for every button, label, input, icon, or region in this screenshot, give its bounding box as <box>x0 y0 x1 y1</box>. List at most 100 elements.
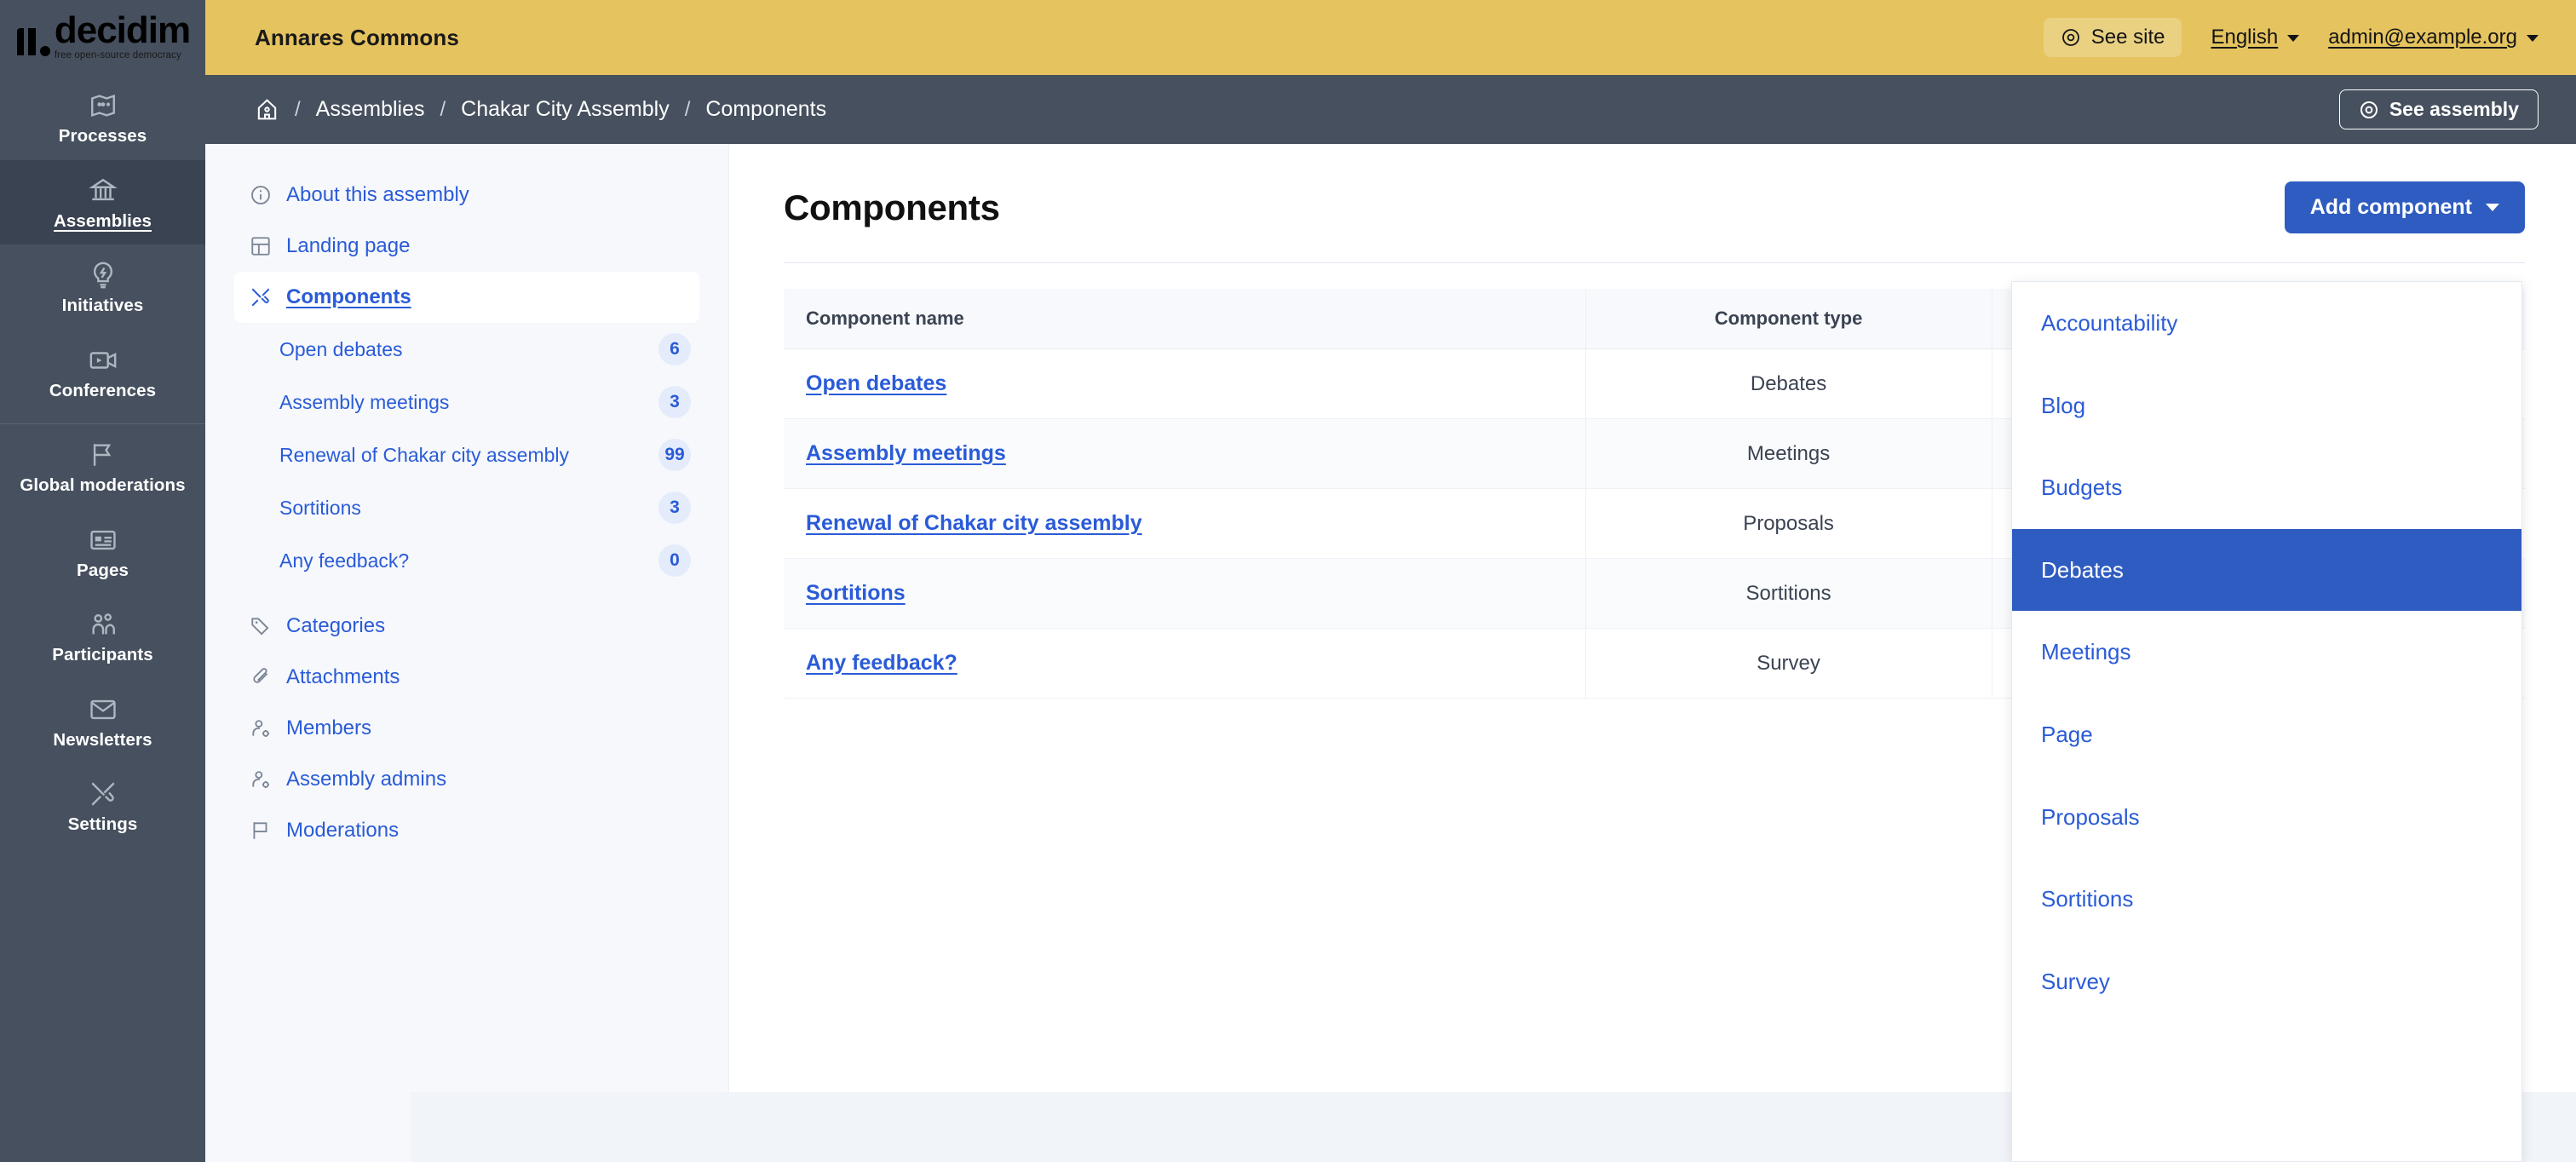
sidebar-item-conferences[interactable]: Conferences <box>0 330 205 415</box>
panel-header: Components Add component <box>784 181 2576 233</box>
cell-component-type: Sortitions <box>1585 558 1992 629</box>
sidebar-label: Pages <box>77 560 129 580</box>
dropdown-option-accountability[interactable]: Accountability <box>2041 310 2178 336</box>
sidebar-spacer <box>234 587 699 601</box>
sidebar-component-count: 3 <box>658 386 691 418</box>
cell-component-type: Meetings <box>1585 418 1992 489</box>
sidebar-item-moderations[interactable]: Moderations <box>234 805 699 856</box>
dropdown-option-debates[interactable]: Debates <box>2012 528 2521 612</box>
sidebar-component-open-debates[interactable]: Open debates 6 <box>234 323 699 376</box>
dropdown-option-sortitions[interactable]: Sortitions <box>2041 886 2134 912</box>
sidebar-component-count: 6 <box>658 333 691 365</box>
secondary-sidebar: About this assembly Landing page Compone… <box>205 144 729 1162</box>
dropdown-option-page[interactable]: Page <box>2041 721 2093 747</box>
sidebar-item-label: Landing page <box>286 234 411 257</box>
sidebar-item-components[interactable]: Components <box>234 272 699 323</box>
sidebar-component-label: Any feedback? <box>279 549 410 572</box>
user-gear-icon <box>252 771 269 788</box>
cell-component-type: Survey <box>1585 628 1992 699</box>
sidebar-item-assembly-admins[interactable]: Assembly admins <box>234 754 699 805</box>
sidebar-item-label: About this assembly <box>286 183 469 206</box>
top-bar: Annares Commons See site English admin@e… <box>205 0 2576 75</box>
primary-sidebar: decidim free open-source democracy Proce… <box>0 0 205 1162</box>
sidebar-label: Participants <box>52 645 153 664</box>
dropdown-option-survey[interactable]: Survey <box>2041 968 2110 994</box>
dropdown-option-proposals[interactable]: Proposals <box>2041 803 2140 830</box>
flag-icon <box>93 444 111 466</box>
people-icon <box>91 613 115 635</box>
user-gear-icon <box>252 720 269 737</box>
component-link[interactable]: Renewal of Chakar city assembly <box>806 511 1142 535</box>
sidebar-item-about-this-assembly[interactable]: About this assembly <box>234 170 699 221</box>
dropdown-option-budgets[interactable]: Budgets <box>2041 475 2123 501</box>
sidebar-label: Global moderations <box>20 475 186 495</box>
cell-component-name: Any feedback? <box>784 628 1586 699</box>
language-selector[interactable]: English <box>2211 26 2300 49</box>
breadcrumb-separator: / <box>684 97 691 121</box>
column-header-component-type[interactable]: Component type <box>1585 289 1992 349</box>
breadcrumb-item-assemblies[interactable]: Assemblies <box>315 97 425 121</box>
sidebar-item-categories[interactable]: Categories <box>234 601 699 652</box>
dropdown-option-meetings[interactable]: Meetings <box>2041 639 2131 665</box>
add-component-button[interactable]: Add component <box>2284 181 2525 233</box>
sidebar-component-count: 99 <box>658 439 691 471</box>
column-header-component-name[interactable]: Component name <box>784 289 1586 349</box>
breadcrumb-home[interactable] <box>255 97 295 122</box>
dropdown-option-blog[interactable]: Blog <box>2041 392 2086 418</box>
breadcrumb-separator: / <box>440 97 446 121</box>
top-bar-actions: See site English admin@example.org <box>2043 18 2539 57</box>
sidebar-label: Settings <box>67 814 138 834</box>
info-icon <box>251 186 270 204</box>
sidebar-item-assemblies[interactable]: Assemblies <box>0 159 205 244</box>
sidebar-component-any-feedback[interactable]: Any feedback? 0 <box>234 534 699 587</box>
sidebar-item-attachments[interactable]: Attachments <box>234 652 699 703</box>
header-divider <box>784 262 2525 263</box>
language-label: English <box>2211 26 2279 49</box>
primary-nav: Processes Assemblies Initiatives Confere… <box>0 75 205 848</box>
sidebar-item-label: Moderations <box>286 819 400 842</box>
sidebar-item-label: Attachments <box>286 665 400 688</box>
sidebar-component-sortitions[interactable]: Sortitions 3 <box>234 481 699 534</box>
decidim-mark-icon <box>16 27 50 56</box>
sidebar-item-members[interactable]: Members <box>234 703 699 754</box>
sidebar-label: Newsletters <box>53 729 152 750</box>
sidebar-item-settings[interactable]: Settings <box>0 763 205 848</box>
sidebar-item-participants[interactable]: Participants <box>0 594 205 679</box>
organization-title: Annares Commons <box>255 24 459 50</box>
sidebar-item-initiatives[interactable]: Initiatives <box>0 244 205 330</box>
sidebar-item-pages[interactable]: Pages <box>0 509 205 595</box>
sidebar-component-label: Sortitions <box>279 496 361 519</box>
sidebar-component-count: 3 <box>658 492 691 524</box>
sidebar-label: Processes <box>58 126 147 146</box>
eye-target-icon <box>2061 29 2079 46</box>
sidebar-component-assembly-meetings[interactable]: Assembly meetings 3 <box>234 376 699 429</box>
sidebar-label: Conferences <box>49 380 157 400</box>
see-assembly-button[interactable]: See assembly <box>2338 89 2539 129</box>
logo-wordmark: decidim <box>54 9 191 52</box>
home-icon <box>257 99 277 120</box>
component-link[interactable]: Open debates <box>806 371 947 395</box>
sidebar-component-renewal[interactable]: Renewal of Chakar city assembly 99 <box>234 429 699 481</box>
add-component-label: Add component <box>2309 195 2472 219</box>
breadcrumb-bar: / Assemblies / Chakar City Assembly / Co… <box>205 75 2576 144</box>
see-site-button[interactable]: See site <box>2043 18 2182 57</box>
lightbulb-icon <box>93 262 112 289</box>
sidebar-component-label: Assembly meetings <box>279 390 450 413</box>
sidebar-item-newsletters[interactable]: Newsletters <box>0 679 205 764</box>
sidebar-item-global-moderations[interactable]: Global moderations <box>0 424 205 509</box>
sidebar-item-label: Assembly admins <box>286 768 447 791</box>
sidebar-item-label: Members <box>286 716 372 739</box>
decidim-logo[interactable]: decidim free open-source democracy <box>0 0 205 75</box>
component-link[interactable]: Sortitions <box>806 581 906 605</box>
paperclip-icon <box>253 668 268 683</box>
component-link[interactable]: Any feedback? <box>806 651 957 675</box>
component-link[interactable]: Assembly meetings <box>806 441 1006 465</box>
breadcrumb-item-assembly[interactable]: Chakar City Assembly <box>461 97 670 121</box>
account-menu[interactable]: admin@example.org <box>2328 26 2539 49</box>
bank-icon <box>88 178 118 200</box>
sidebar-label: Initiatives <box>61 296 144 315</box>
sidebar-item-processes[interactable]: Processes <box>0 75 205 160</box>
sidebar-item-landing-page[interactable]: Landing page <box>234 221 699 272</box>
tools-icon <box>90 782 115 806</box>
eye-target-icon <box>2360 101 2378 118</box>
